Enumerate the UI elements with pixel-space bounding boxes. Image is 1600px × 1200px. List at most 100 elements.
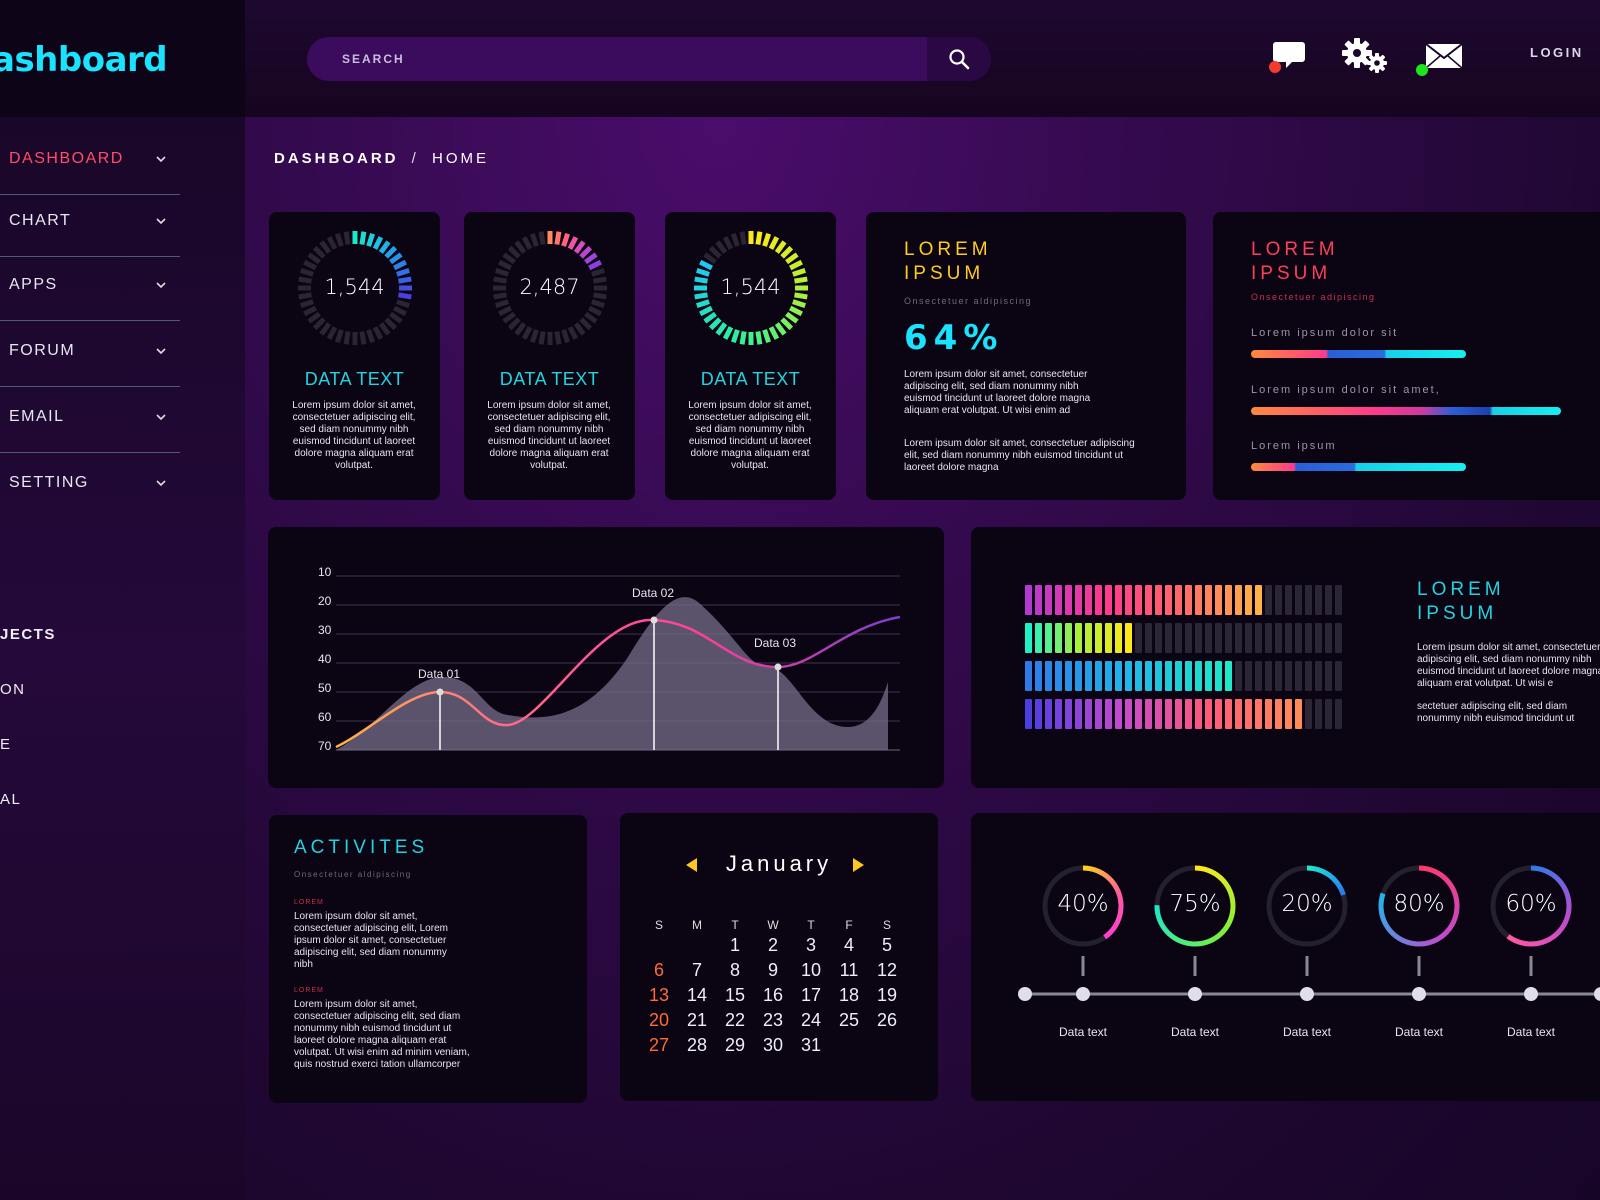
timeline-dot[interactable] [1300, 987, 1314, 1001]
search-input[interactable] [307, 37, 917, 81]
project-item[interactable]: E [0, 736, 12, 753]
donut-segment [396, 268, 410, 277]
calendar-day[interactable]: 29 [724, 1035, 746, 1055]
sidebar-item-dashboard[interactable]: DASHBOARD [0, 132, 180, 195]
project-item[interactable]: ON [0, 681, 26, 698]
timeline-dot[interactable] [1076, 987, 1090, 1001]
activity-tag: LOREM [294, 987, 324, 994]
calendar-day[interactable]: 27 [648, 1035, 670, 1055]
equalizer-bar [1165, 623, 1172, 653]
sidebar-item-email[interactable]: EMAIL [0, 390, 180, 453]
y-tick: 20 [318, 594, 332, 608]
calendar-day[interactable]: 9 [767, 960, 778, 980]
equalizer-bar [1145, 623, 1152, 653]
ring-caption: Data text [1506, 1025, 1556, 1039]
calendar-day[interactable]: 13 [648, 985, 670, 1005]
calendar-day[interactable]: 1 [729, 935, 740, 955]
calendar-day[interactable]: 25 [838, 1010, 860, 1030]
app-logo[interactable]: ashboard [0, 40, 168, 80]
timeline-dot[interactable] [1018, 987, 1032, 1001]
calendar-day[interactable]: 23 [762, 1010, 784, 1030]
line-chart-card: 10 20 30 40 50 60 70 Data 01 Data 02 Dat… [268, 527, 944, 788]
sidebar-item-chart[interactable]: CHART [0, 194, 180, 257]
y-tick: 70 [318, 739, 332, 753]
ring-caption: Data text [1282, 1025, 1332, 1039]
equalizer-bar [1245, 623, 1252, 653]
calendar-day[interactable]: 20 [648, 1010, 670, 1030]
equalizer-bar [1315, 661, 1322, 691]
calendar-day[interactable]: 7 [691, 960, 702, 980]
timeline-dot[interactable] [1594, 987, 1600, 1001]
equalizer-bar [1245, 661, 1252, 691]
login-link[interactable]: LOGIN [1530, 45, 1584, 60]
timeline-dot[interactable] [1524, 987, 1538, 1001]
mail-button[interactable] [1414, 40, 1466, 83]
stat-title: DATA TEXT [700, 369, 801, 389]
sidebar-item-setting[interactable]: SETTING [0, 456, 180, 518]
calendar-day[interactable]: 8 [729, 960, 740, 980]
calendar-day[interactable]: 14 [686, 985, 708, 1005]
calendar-day[interactable]: 21 [686, 1010, 708, 1030]
donut-segment [722, 326, 734, 340]
donut-segment [792, 299, 806, 308]
donut-segment [366, 233, 375, 247]
ring-arc [1339, 889, 1346, 896]
donut-segment [372, 326, 384, 340]
settings-button[interactable] [1340, 36, 1392, 81]
donut-segment [319, 240, 332, 254]
donut-segment [384, 317, 398, 331]
activities-subtitle: Onsectetuer aldipiscing [294, 870, 412, 879]
donut-segment [530, 329, 539, 343]
calendar-day[interactable]: 24 [800, 1010, 822, 1030]
equalizer-bar [1305, 585, 1312, 615]
equalizer-bar [1055, 623, 1062, 653]
equalizer-bar [1195, 585, 1202, 615]
project-item[interactable]: AL [0, 791, 22, 808]
calendar-day[interactable]: 16 [762, 985, 784, 1005]
chat-button[interactable] [1268, 40, 1308, 81]
calendar-day[interactable]: 3 [805, 935, 816, 955]
card-title-line: IPSUM [904, 263, 985, 284]
timeline-dot[interactable] [1188, 987, 1202, 1001]
donut-segment [384, 245, 398, 259]
calendar-day[interactable]: 10 [800, 960, 822, 980]
sidebar-item-apps[interactable]: APPS [0, 258, 180, 321]
card-paragraph: sectetuer adipiscing elit, sed diam nonu… [1417, 701, 1575, 724]
calendar-day[interactable]: 19 [876, 985, 898, 1005]
calendar-day[interactable]: 11 [839, 960, 859, 980]
sidebar-item-label: DASHBOARD [9, 150, 124, 167]
equalizer-card: LOREM IPSUM Lorem ipsum dolor sit amet, … [971, 527, 1600, 788]
calendar-day[interactable]: 18 [838, 985, 860, 1005]
card-title-line: LOREM [904, 239, 992, 260]
donut-segment [303, 259, 317, 271]
calendar-day[interactable]: 30 [762, 1035, 784, 1055]
calendar-day[interactable]: 12 [876, 960, 898, 980]
equalizer-bar [1095, 661, 1102, 691]
calendar-day[interactable]: 5 [881, 935, 892, 955]
equalizer-bar [1045, 623, 1052, 653]
donut-segment [731, 233, 740, 247]
calendar-day[interactable]: 26 [876, 1010, 898, 1030]
equalizer-bar [1035, 623, 1042, 653]
calendar-day[interactable]: 22 [724, 1010, 746, 1030]
equalizer-bar [1205, 661, 1212, 691]
timeline-dot[interactable] [1412, 987, 1426, 1001]
equalizer-bar [1285, 623, 1292, 653]
search-button[interactable] [927, 37, 991, 81]
calendar-day[interactable]: 31 [800, 1035, 822, 1055]
calendar-day[interactable]: 6 [653, 960, 664, 980]
calendar-day[interactable]: 15 [724, 985, 746, 1005]
calendar-day[interactable]: 17 [800, 985, 822, 1005]
equalizer-bar [1185, 661, 1192, 691]
donut-segment [739, 231, 747, 245]
calendar-day[interactable]: 2 [767, 935, 778, 955]
donut-segment [389, 311, 403, 324]
donut-segment [792, 268, 806, 277]
calendar-day[interactable]: 28 [686, 1035, 708, 1055]
next-month-button[interactable] [852, 858, 864, 872]
sidebar-item-forum[interactable]: FORUM [0, 324, 180, 387]
breadcrumb-root[interactable]: DASHBOARD [274, 150, 399, 167]
calendar-day[interactable]: 4 [843, 935, 854, 955]
donut-segment [739, 331, 747, 345]
prev-month-button[interactable] [686, 858, 698, 872]
